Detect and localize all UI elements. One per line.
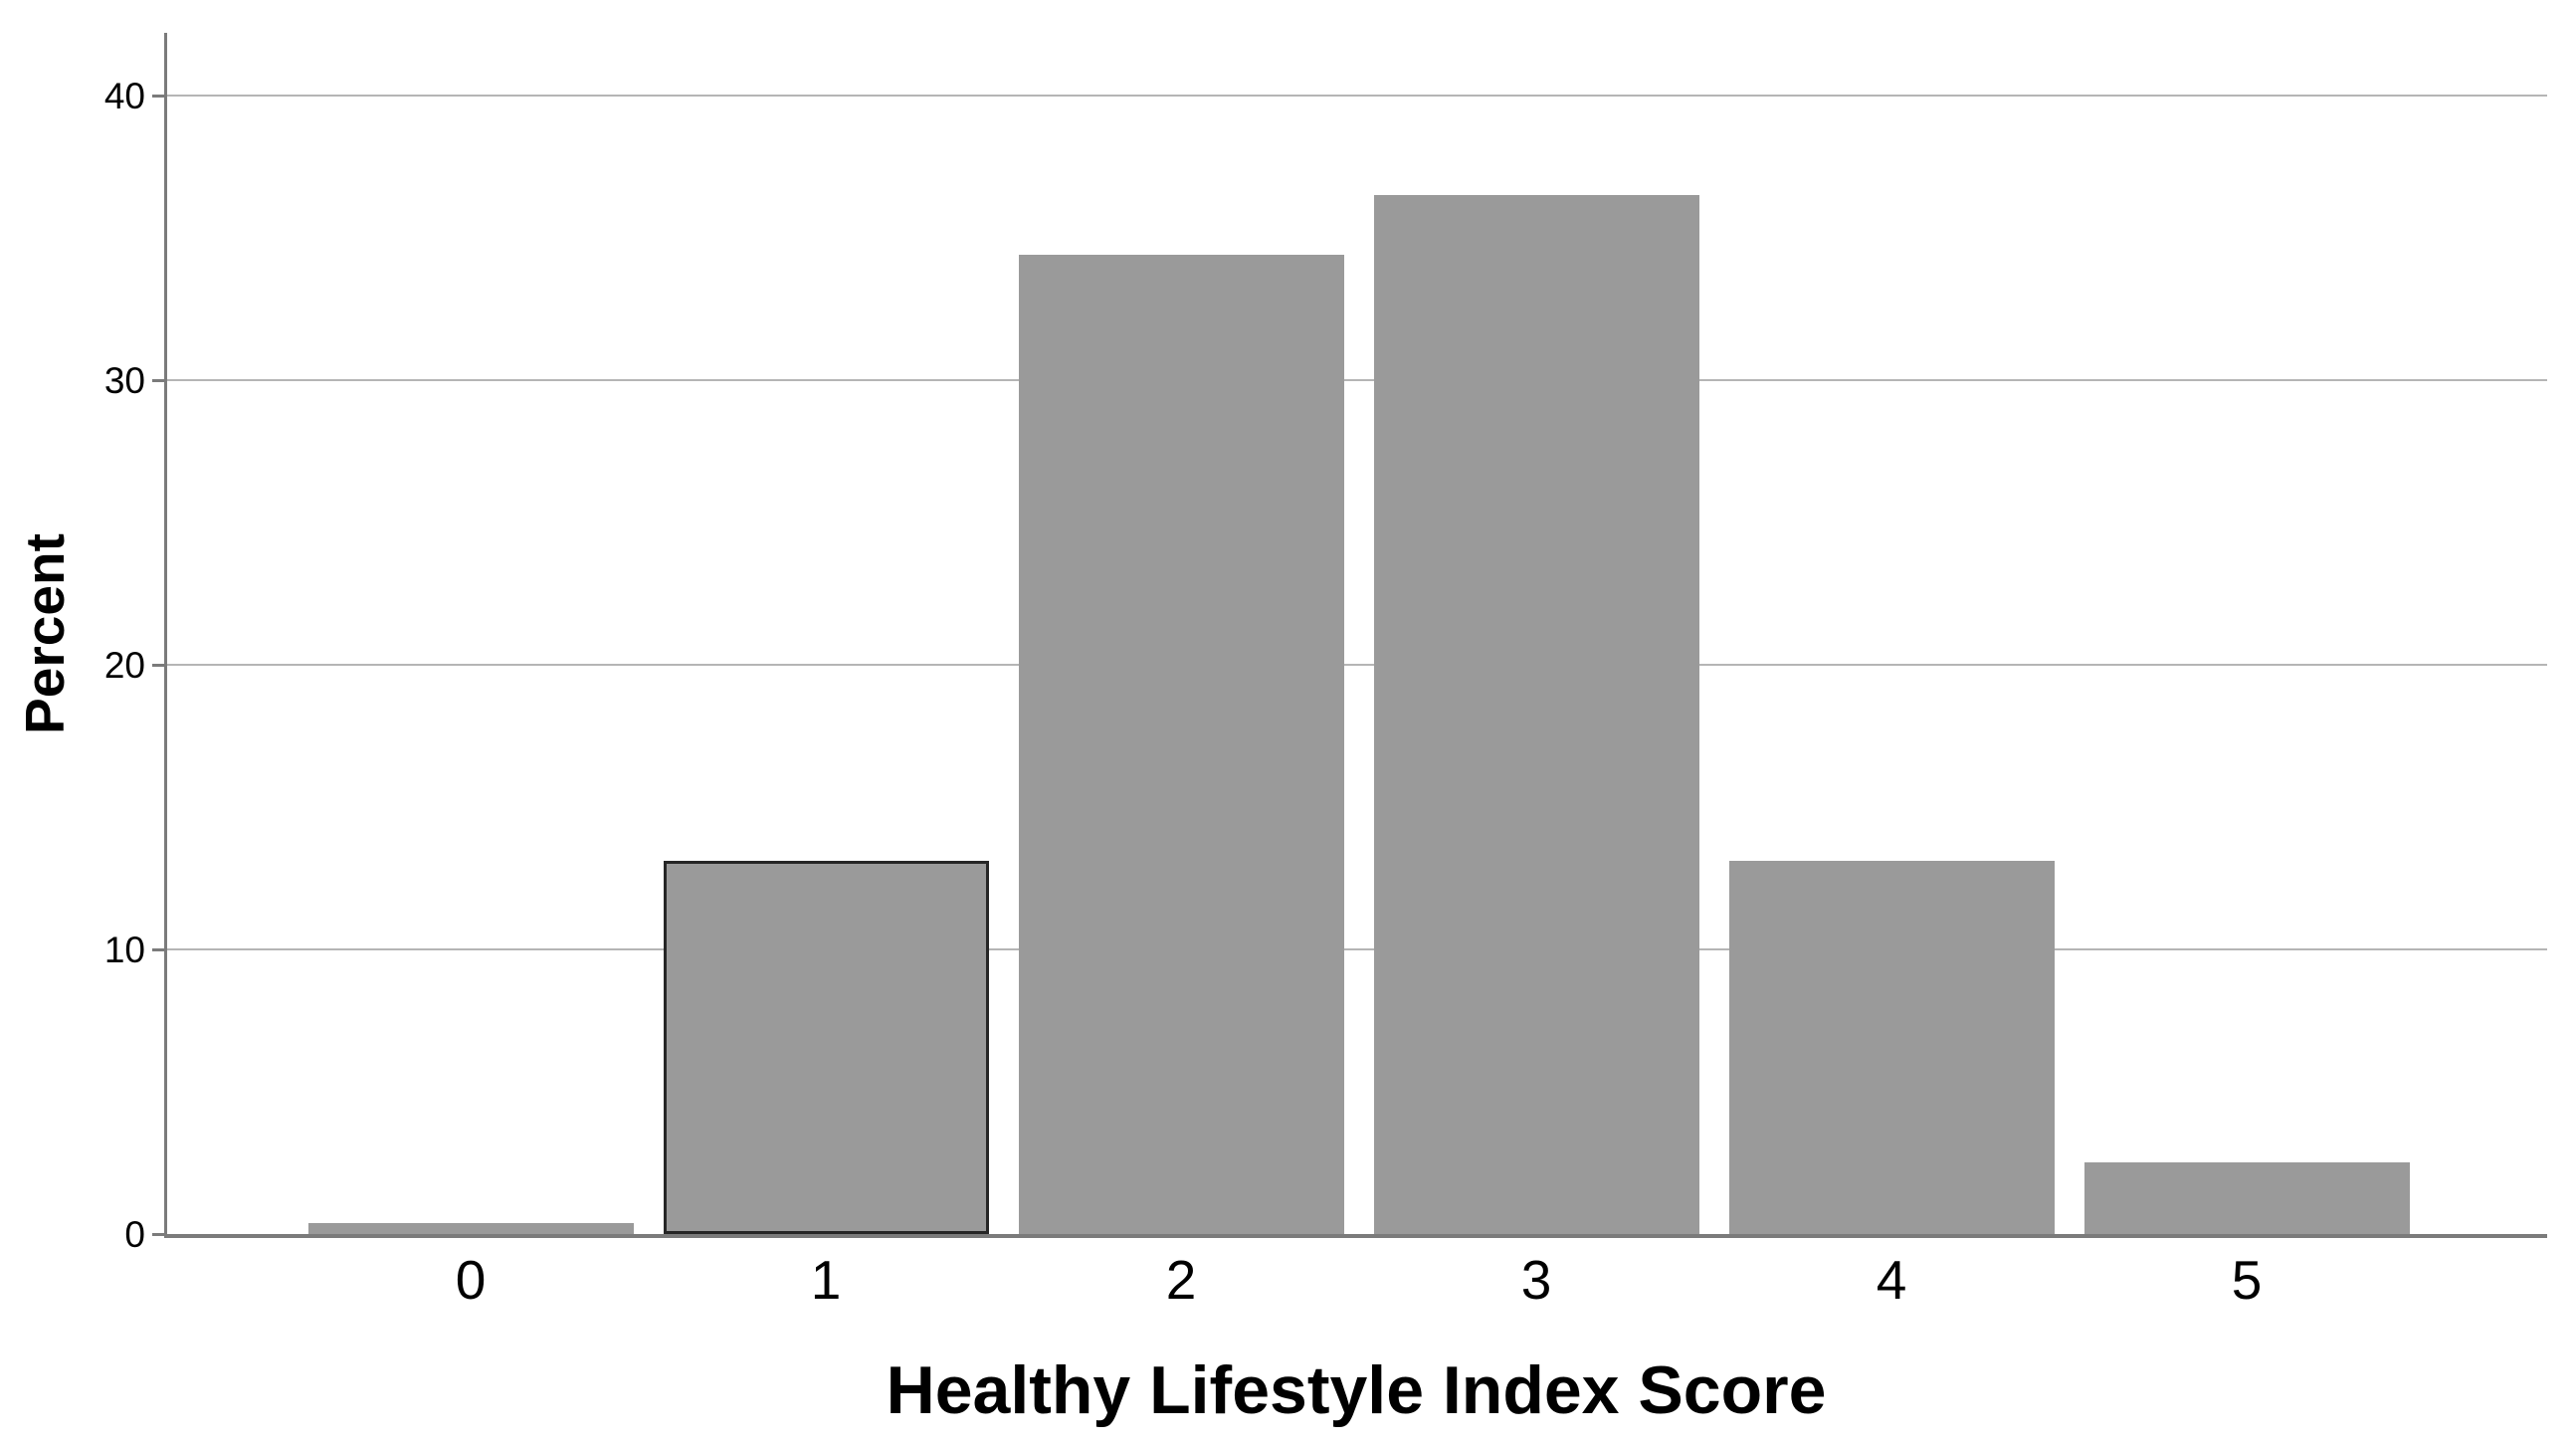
y-tick-label: 10 — [103, 930, 145, 970]
x-axis-title: Healthy Lifestyle Index Score — [886, 1352, 1827, 1428]
y-tick-label: 0 — [124, 1214, 145, 1255]
x-tick-label: 4 — [1876, 1249, 1907, 1311]
y-tick-label: 30 — [103, 360, 145, 401]
x-axis-line — [164, 1234, 2547, 1238]
gridline — [165, 379, 2547, 381]
y-tick-mark — [152, 379, 166, 382]
y-tick-mark — [152, 948, 166, 951]
gridline — [165, 948, 2547, 950]
x-tick-label: 5 — [2231, 1249, 2263, 1311]
y-axis-line — [164, 33, 167, 1238]
x-tick-label: 0 — [455, 1249, 487, 1311]
gridline — [165, 95, 2547, 97]
x-tick-label: 2 — [1165, 1249, 1197, 1311]
bar — [1729, 861, 2055, 1234]
y-tick-label: 40 — [103, 76, 145, 116]
bar — [1374, 195, 1699, 1234]
y-tick-label: 20 — [103, 645, 145, 686]
bar — [1019, 255, 1344, 1234]
bar — [2084, 1162, 2410, 1234]
y-tick-mark — [152, 95, 166, 98]
y-tick-mark — [152, 1233, 166, 1236]
bar — [664, 861, 989, 1234]
x-tick-label: 3 — [1520, 1249, 1552, 1311]
bar — [308, 1223, 634, 1234]
gridline — [165, 664, 2547, 666]
x-tick-label: 1 — [810, 1249, 842, 1311]
y-tick-mark — [152, 664, 166, 667]
y-axis-title: Percent — [14, 533, 76, 734]
